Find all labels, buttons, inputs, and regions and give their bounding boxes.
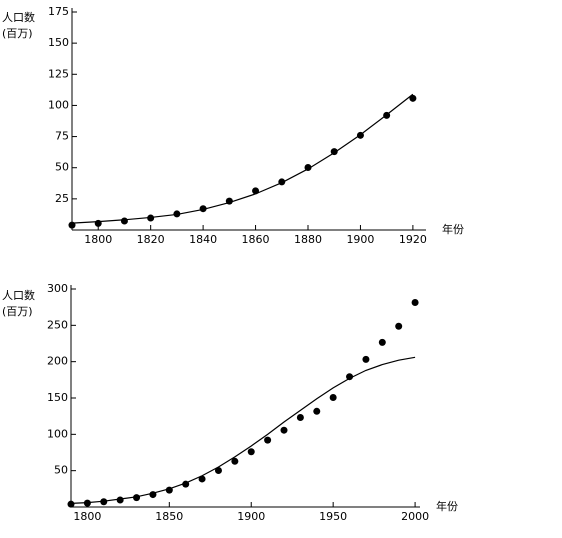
data-point [395, 322, 403, 330]
x-tick-label: 1860 [242, 233, 270, 246]
x-axis-label: 年份 [442, 222, 464, 236]
x-tick-label: 1950 [319, 510, 347, 523]
y-axis-label: (百万) [2, 305, 33, 318]
x-tick-label: 1800 [84, 233, 112, 246]
data-point [329, 393, 337, 401]
data-point [264, 436, 272, 444]
fit-curve [71, 93, 414, 224]
y-tick-label: 200 [47, 355, 68, 368]
y-tick-label: 150 [48, 36, 69, 49]
y-tick-label: 125 [48, 67, 69, 80]
y-tick-label: 25 [55, 192, 69, 205]
y-axis-label: 人口数 [2, 289, 35, 302]
x-axis-label: 年份 [436, 499, 458, 513]
data-point [296, 413, 304, 421]
x-tick-label: 1800 [73, 510, 101, 523]
data-point [346, 373, 354, 381]
y-tick-label: 50 [54, 464, 68, 477]
x-tick-label: 1900 [346, 233, 374, 246]
data-point [409, 94, 417, 102]
data-point [116, 496, 124, 504]
x-tick-label: 1840 [189, 233, 217, 246]
data-point [67, 500, 75, 508]
data-point [313, 407, 321, 415]
data-point [231, 457, 239, 465]
y-axis-label: 人口数 [2, 11, 35, 24]
y-tick-label: 150 [47, 391, 68, 404]
data-point [214, 467, 222, 475]
x-tick-label: 1880 [294, 233, 322, 246]
y-tick-label: 250 [47, 318, 68, 331]
data-point [199, 205, 207, 213]
y-tick-label: 300 [47, 282, 68, 295]
data-point [362, 355, 370, 363]
data-point [411, 299, 419, 307]
data-point [198, 475, 206, 483]
data-point [147, 214, 155, 222]
y-tick-label: 50 [55, 161, 69, 174]
x-tick-label: 1850 [155, 510, 183, 523]
x-tick-label: 2000 [401, 510, 429, 523]
x-tick-label: 1900 [237, 510, 265, 523]
data-point [247, 448, 255, 456]
fit-curve [70, 356, 416, 504]
y-tick-label: 75 [55, 130, 69, 143]
data-point [378, 338, 386, 346]
y-axis-label: (百万) [2, 27, 33, 40]
x-tick-label: 1820 [137, 233, 165, 246]
y-tick-label: 175 [48, 5, 69, 18]
y-tick-label: 100 [47, 427, 68, 440]
data-point [280, 426, 288, 434]
y-tick-label: 100 [48, 98, 69, 111]
data-point [120, 217, 128, 225]
x-tick-label: 1920 [399, 233, 427, 246]
